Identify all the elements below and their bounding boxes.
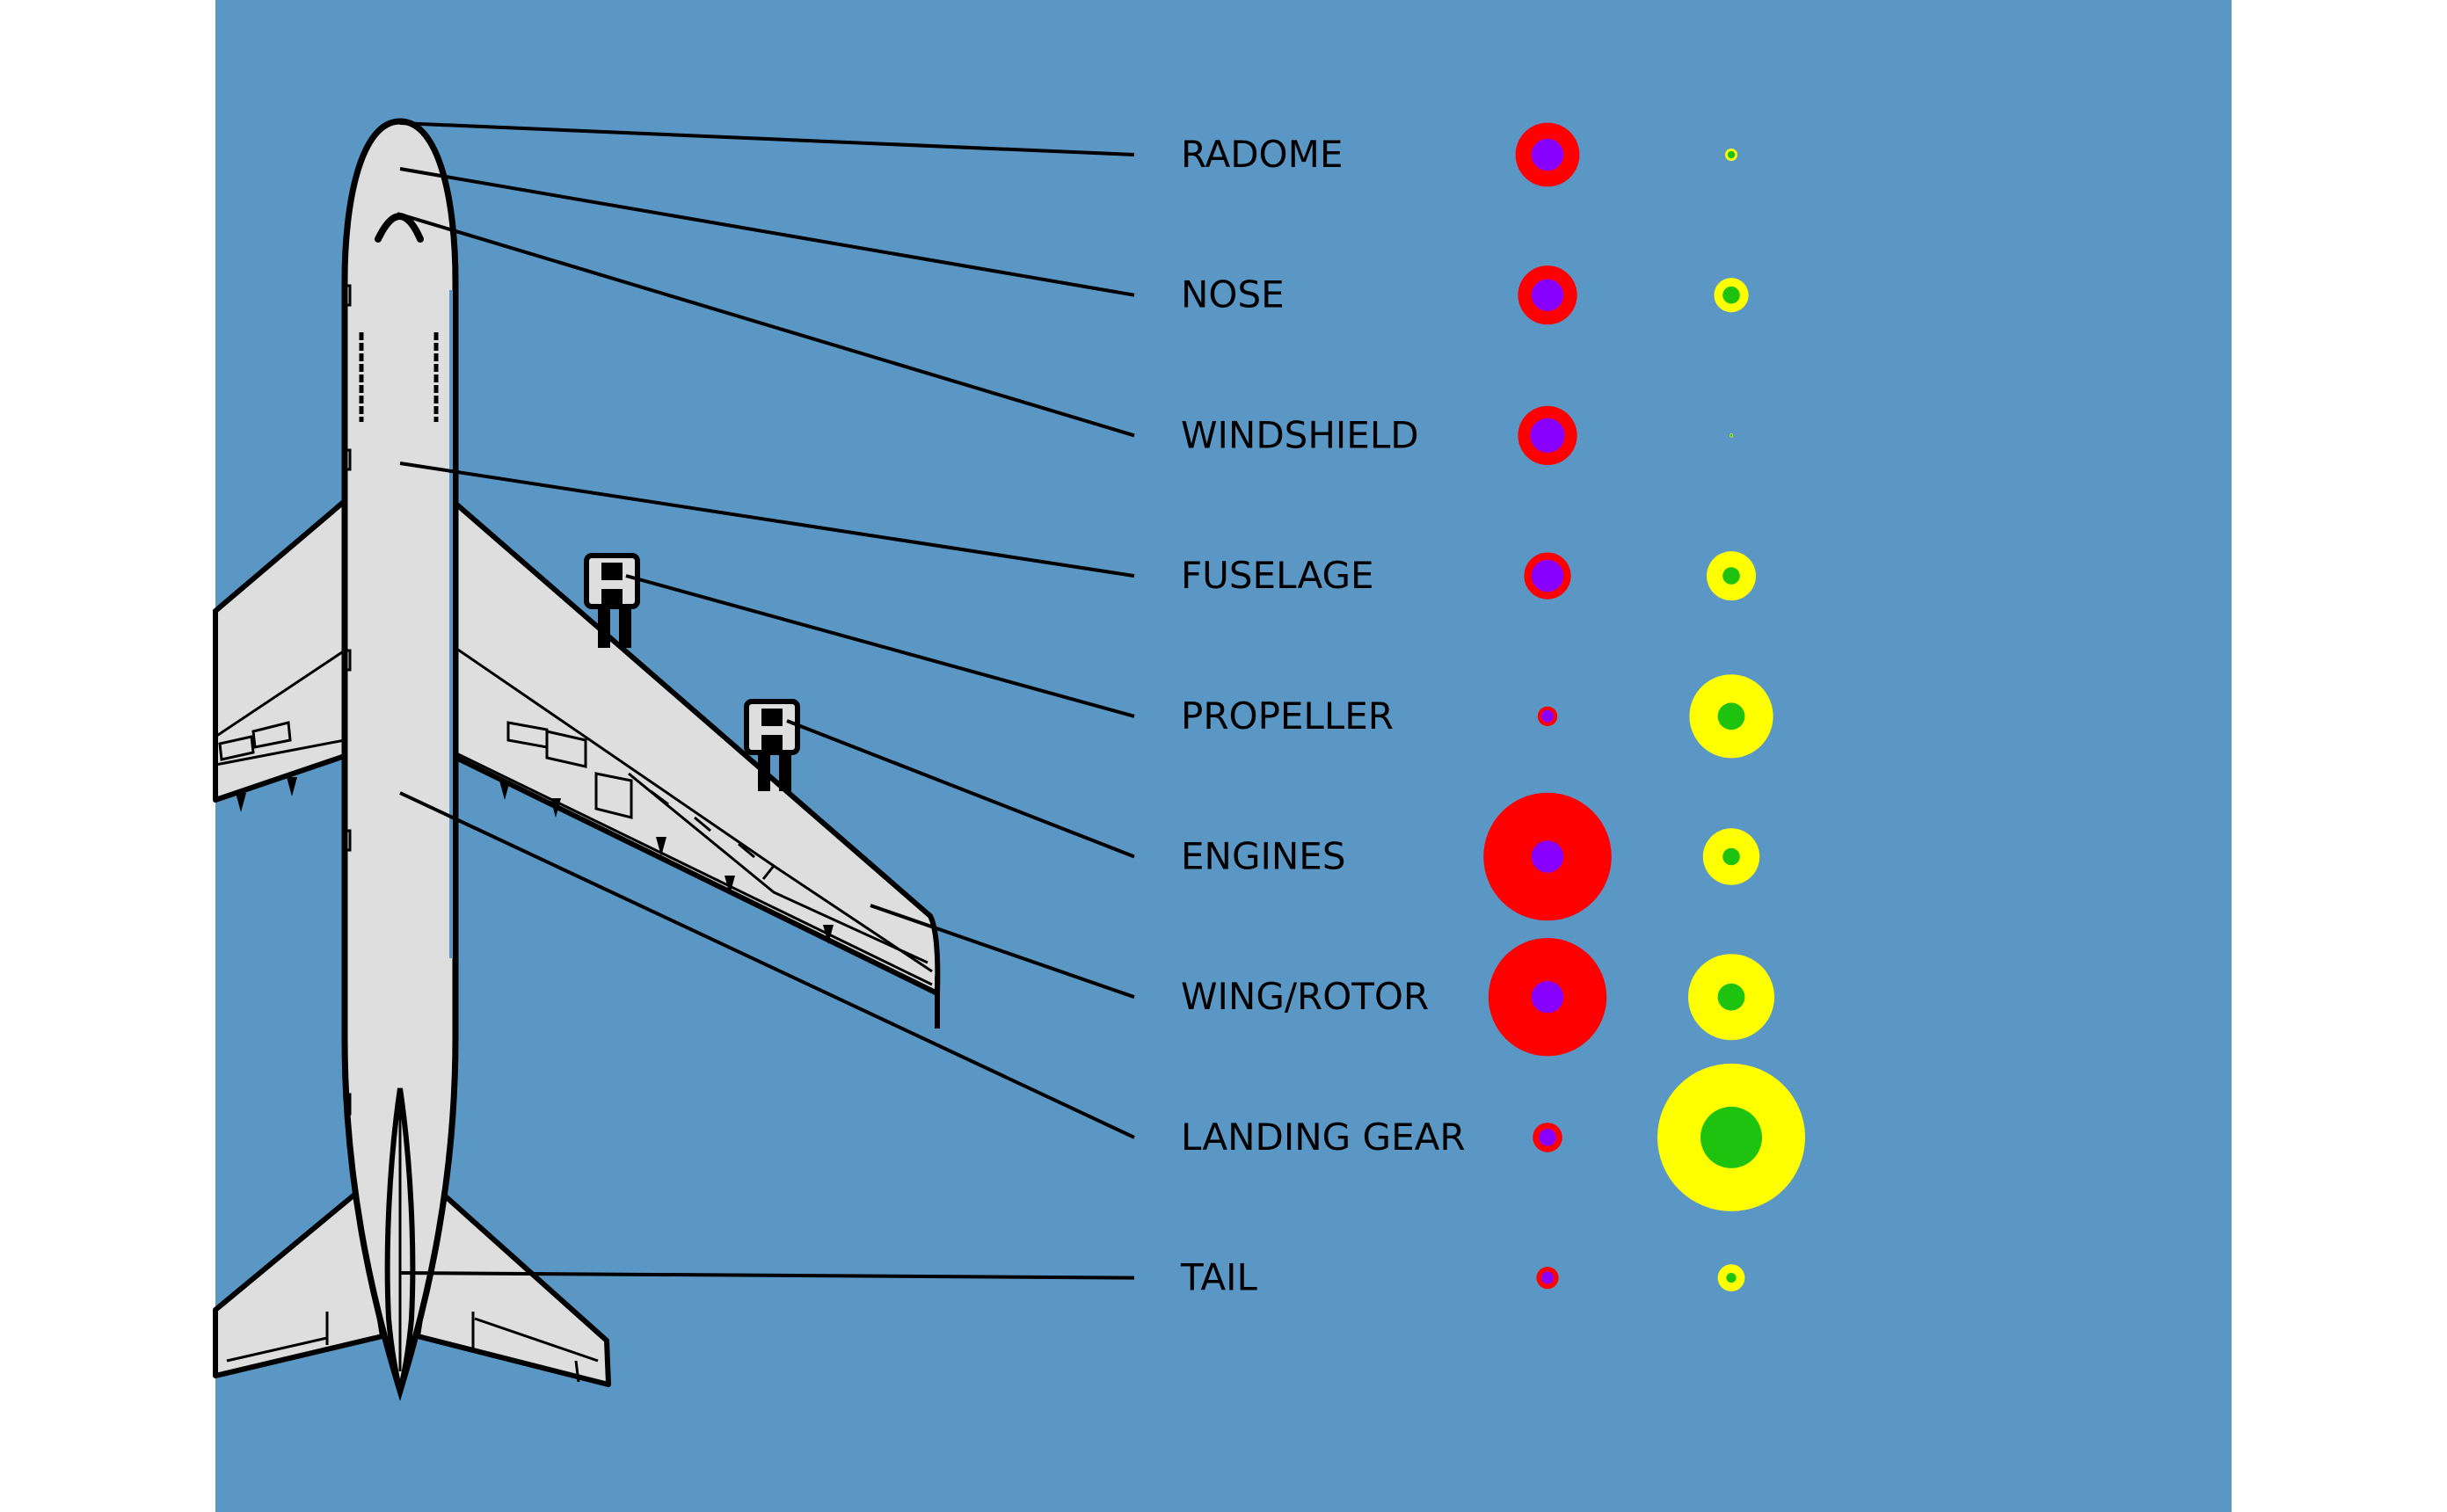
right-flap-fairing	[550, 798, 561, 818]
part-label-engines: ENGINES	[1181, 835, 1346, 878]
right-flap-fairing	[725, 876, 735, 895]
right-flap-fairing	[499, 781, 510, 800]
part-label-tail: TAIL	[1180, 1256, 1258, 1299]
right-marker-column	[1657, 149, 1805, 1291]
left-inner-circle-landing-gear	[1539, 1129, 1556, 1146]
leader-line-engines	[786, 719, 1135, 859]
left-wing-flap-box	[218, 735, 255, 761]
part-label-windshield: WINDSHIELD	[1181, 413, 1419, 456]
right-inner-circle-landing-gear	[1701, 1106, 1762, 1168]
cockpit-windshield	[375, 213, 424, 243]
left-inner-circle-windshield	[1530, 418, 1565, 453]
inboard-engine	[584, 553, 640, 648]
right-inner-circle-nose	[1722, 286, 1740, 304]
left-wing-flap-line	[215, 738, 346, 767]
left-inner-circle-propeller	[1541, 709, 1554, 723]
left-marker-column	[1483, 122, 1612, 1290]
right-stabilizer-line	[471, 1312, 599, 1383]
leader-line-fuselage	[399, 462, 1135, 578]
part-label-radome: RADOME	[1181, 133, 1343, 176]
right-inner-circle-engines	[1722, 847, 1740, 866]
right-wing-flap-box	[594, 772, 633, 819]
right-flap-fairing	[823, 925, 834, 944]
left-inner-circle-fuselage	[1531, 559, 1564, 592]
left-inner-circle-nose	[1531, 279, 1564, 311]
left-flap-fairing	[287, 777, 297, 796]
left-wing-flap-line	[215, 649, 346, 738]
part-label-landing-gear: LANDING GEAR	[1181, 1116, 1466, 1159]
left-inner-circle-engines	[1531, 840, 1564, 873]
part-label-nose: NOSE	[1181, 273, 1285, 316]
part-label-propeller: PROPELLER	[1181, 694, 1394, 738]
leader-lines	[397, 121, 1135, 1280]
right-inner-circle-wing-rotor	[1717, 983, 1745, 1011]
outboard-engine	[744, 699, 800, 791]
door-mark	[345, 284, 352, 1116]
right-wing-flap-line	[452, 750, 933, 986]
leader-line-landing-gear	[399, 791, 1135, 1139]
right-flap-fairing	[656, 837, 666, 856]
left-stabilizer-line	[226, 1312, 329, 1363]
right-inner-circle-propeller	[1717, 702, 1745, 731]
left-flap-fairing	[236, 793, 246, 812]
leader-line-tail	[399, 1271, 1135, 1280]
right-inner-circle-radome	[1727, 150, 1736, 159]
part-labels: RADOME NOSE WINDSHIELD FUSELAGE PROPELLER ENG…	[1180, 133, 1466, 1299]
left-inner-circle-radome	[1531, 138, 1564, 171]
leader-line-windshield	[397, 212, 1135, 438]
left-inner-circle-wing-rotor	[1531, 981, 1564, 1014]
left-inner-circle-tail	[1541, 1271, 1554, 1284]
leader-line-propeller	[625, 574, 1135, 718]
left-wing-flap-box	[251, 721, 292, 749]
right-inner-circle-tail	[1726, 1273, 1737, 1283]
right-wing-flap-box	[545, 730, 587, 768]
right-wing-flap-line	[628, 772, 929, 964]
right-inner-circle-fuselage	[1722, 567, 1740, 585]
leader-line-nose	[399, 167, 1135, 297]
part-label-fuselage: FUSELAGE	[1181, 554, 1374, 597]
part-label-wing-rotor: WING/ROTOR	[1181, 975, 1429, 1018]
leader-line-radome	[399, 121, 1135, 156]
right-inner-circle-windshield	[1730, 434, 1733, 437]
aircraft-top-view	[213, 118, 941, 1402]
right-wing-flap-line	[650, 789, 776, 880]
leader-line-wing-rotor	[870, 904, 1135, 1000]
